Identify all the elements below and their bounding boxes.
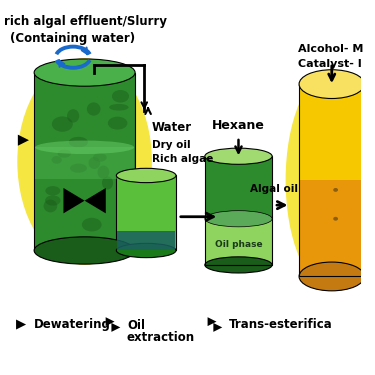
Text: Oil phase: Oil phase: [214, 240, 262, 249]
Ellipse shape: [205, 257, 272, 273]
Ellipse shape: [34, 59, 135, 86]
Polygon shape: [35, 147, 134, 179]
Text: Rich algae: Rich algae: [152, 154, 213, 164]
Ellipse shape: [45, 186, 60, 195]
Text: rich algal effluent/Slurry: rich algal effluent/Slurry: [4, 15, 167, 28]
Text: Catalyst- I: Catalyst- I: [298, 59, 362, 69]
Ellipse shape: [69, 137, 88, 147]
Ellipse shape: [44, 200, 57, 212]
Ellipse shape: [52, 156, 62, 164]
Polygon shape: [34, 73, 135, 250]
Polygon shape: [205, 212, 272, 265]
Ellipse shape: [52, 117, 73, 132]
Text: Algal oil: Algal oil: [250, 184, 298, 194]
Ellipse shape: [34, 237, 135, 264]
Ellipse shape: [299, 262, 364, 291]
Text: Oil: Oil: [127, 319, 145, 332]
Ellipse shape: [299, 70, 364, 99]
Ellipse shape: [17, 58, 152, 265]
Polygon shape: [299, 180, 364, 276]
Ellipse shape: [82, 218, 102, 231]
Text: Alcohol- M: Alcohol- M: [298, 44, 363, 54]
Ellipse shape: [45, 195, 60, 206]
Ellipse shape: [70, 164, 87, 173]
Polygon shape: [63, 188, 85, 213]
Polygon shape: [116, 176, 176, 250]
Ellipse shape: [112, 90, 129, 102]
Polygon shape: [117, 231, 175, 249]
Text: extraction: extraction: [127, 331, 195, 344]
Text: (Containing water): (Containing water): [10, 32, 135, 45]
Ellipse shape: [102, 176, 113, 189]
Ellipse shape: [98, 165, 109, 179]
Ellipse shape: [108, 117, 128, 130]
Text: Hexane: Hexane: [212, 119, 265, 132]
Polygon shape: [205, 156, 272, 219]
Ellipse shape: [58, 150, 71, 158]
Text: Water: Water: [152, 121, 192, 134]
Polygon shape: [85, 188, 106, 213]
Ellipse shape: [205, 148, 272, 164]
Ellipse shape: [333, 188, 338, 192]
Ellipse shape: [205, 211, 272, 227]
Ellipse shape: [87, 102, 100, 116]
Ellipse shape: [333, 217, 338, 220]
Text: Trans-esterifica: Trans-esterifica: [229, 318, 333, 331]
Ellipse shape: [116, 168, 176, 183]
Text: Dewatering: Dewatering: [34, 318, 111, 331]
Ellipse shape: [286, 72, 375, 288]
Ellipse shape: [67, 109, 79, 123]
Ellipse shape: [93, 153, 107, 162]
Ellipse shape: [109, 104, 129, 111]
Text: Dry oil: Dry oil: [152, 140, 190, 150]
Ellipse shape: [116, 243, 176, 258]
Ellipse shape: [35, 141, 134, 154]
Polygon shape: [299, 84, 364, 180]
Ellipse shape: [88, 157, 100, 169]
